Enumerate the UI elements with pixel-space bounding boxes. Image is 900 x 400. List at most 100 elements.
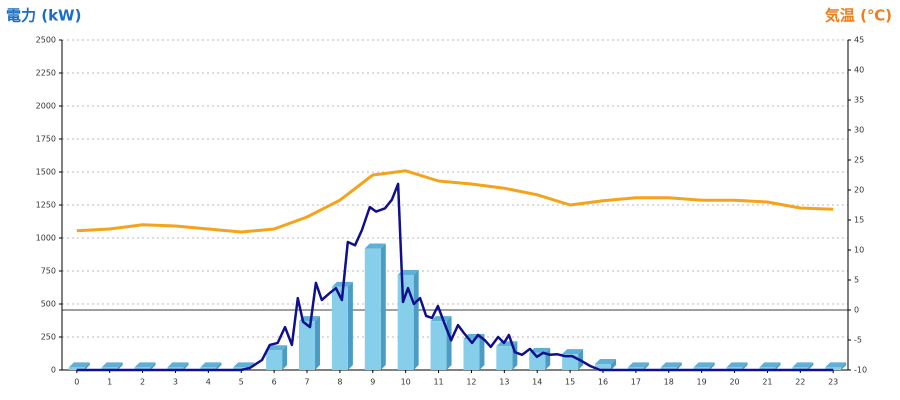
x-tick-label: 23: [828, 378, 838, 387]
x-tick-label: 7: [304, 378, 309, 387]
bar-front: [299, 321, 316, 370]
x-tick-label: 3: [173, 378, 178, 387]
bar-front: [792, 367, 809, 370]
bar-front: [463, 338, 480, 370]
left-axis-title: 電力 (kW): [6, 7, 81, 25]
bar: [759, 362, 781, 370]
bar-top: [430, 316, 452, 322]
x-tick-label: 16: [598, 378, 608, 387]
bar-side: [413, 269, 419, 370]
bar-front: [430, 321, 447, 370]
bar-front: [134, 367, 151, 370]
x-tick-label: 18: [664, 378, 674, 387]
bar-side: [676, 362, 682, 370]
bar-front: [529, 352, 546, 370]
x-tick-label: 14: [532, 378, 542, 387]
bar-side: [742, 362, 748, 370]
bar-side: [446, 316, 452, 370]
y2-tick-label: 20: [854, 186, 864, 195]
bar-side: [150, 362, 156, 370]
bar-front: [660, 367, 677, 370]
bar: [627, 362, 649, 370]
y2-tick-label: -10: [854, 366, 867, 375]
bar: [594, 359, 616, 370]
bar-front: [726, 367, 743, 370]
bar-side: [347, 281, 353, 370]
bar-top: [233, 362, 255, 368]
bar-front: [627, 367, 644, 370]
bar: [792, 362, 814, 370]
bar: [101, 362, 123, 370]
bar-front: [266, 350, 283, 370]
bar: [68, 362, 90, 370]
y2-tick-label: 0: [854, 306, 859, 315]
bar: [331, 281, 353, 370]
bar-side: [841, 362, 847, 370]
x-tick-label: 11: [433, 378, 443, 387]
bar: [825, 362, 847, 370]
bar-side: [282, 345, 288, 370]
x-tick-label: 15: [565, 378, 575, 387]
x-tick-label: 12: [466, 378, 476, 387]
y-tick-label: 1000: [36, 234, 56, 243]
x-tick-label: 8: [337, 378, 342, 387]
bar-front: [101, 367, 118, 370]
bar-top: [200, 362, 222, 368]
bar-front: [68, 367, 85, 370]
x-tick-label: 4: [206, 378, 211, 387]
bar-front: [331, 286, 348, 370]
bar-top: [825, 362, 847, 368]
x-tick-label: 5: [239, 378, 244, 387]
y-tick-label: 1500: [36, 168, 56, 177]
y2-tick-label: -5: [854, 336, 862, 345]
y-tick-label: 750: [41, 267, 56, 276]
bar-side: [315, 316, 321, 370]
bar-front: [693, 367, 710, 370]
bar-top: [627, 362, 649, 368]
bar-top: [759, 362, 781, 368]
x-tick-label: 6: [272, 378, 277, 387]
x-tick-label: 1: [107, 378, 112, 387]
bar-side: [643, 362, 649, 370]
bar-top: [529, 347, 551, 353]
x-tick-label: 9: [370, 378, 375, 387]
bar-front: [397, 274, 414, 370]
bar-side: [610, 359, 616, 370]
bar: [364, 243, 386, 370]
bar-front: [594, 364, 611, 370]
bar-front: [167, 367, 184, 370]
bar: [266, 345, 288, 370]
y2-tick-label: 25: [854, 156, 864, 165]
bar-side: [709, 362, 715, 370]
bar: [463, 333, 485, 370]
bar-top: [299, 316, 321, 322]
bar-top: [693, 362, 715, 368]
bar-front: [233, 367, 250, 370]
y2-tick-label: 15: [854, 216, 864, 225]
bar: [660, 362, 682, 370]
y-tick-label: 2000: [36, 102, 56, 111]
y2-tick-label: 40: [854, 66, 864, 75]
bar-top: [364, 243, 386, 249]
x-tick-label: 0: [74, 378, 79, 387]
y-tick-label: 250: [41, 333, 56, 342]
y-tick-label: 1750: [36, 135, 56, 144]
y2-tick-label: 35: [854, 96, 864, 105]
bar-top: [134, 362, 156, 368]
bar-top: [726, 362, 748, 368]
bar: [726, 362, 748, 370]
bar-top: [101, 362, 123, 368]
y-tick-label: 1250: [36, 201, 56, 210]
x-tick-label: 13: [499, 378, 509, 387]
bar: [397, 269, 419, 370]
bar-side: [775, 362, 781, 370]
bar-front: [200, 367, 217, 370]
power-line: [76, 182, 834, 372]
bar-front: [825, 367, 842, 370]
bar-top: [167, 362, 189, 368]
y2-tick-label: 30: [854, 126, 864, 135]
bar-front: [364, 248, 381, 370]
y2-tick-label: 45: [854, 36, 864, 45]
x-tick-label: 21: [762, 378, 772, 387]
